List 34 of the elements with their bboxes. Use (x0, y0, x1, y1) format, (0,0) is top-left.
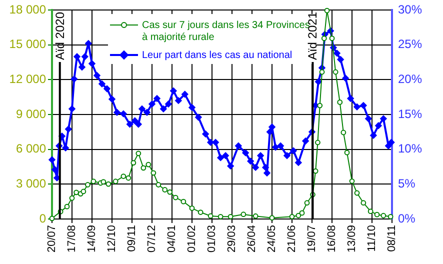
y2-tick-label: 15% (398, 106, 422, 121)
y-tick-label: 15 000 (9, 37, 46, 52)
x-tick-label: 07/12 (146, 225, 158, 253)
x-tick-label: 24/05 (266, 225, 278, 253)
y2-tick-label: 30% (398, 2, 422, 16)
y-tick-label: 18 000 (9, 2, 46, 16)
x-tick-label: 12/10 (106, 225, 118, 253)
y-tick-label: 9 000 (16, 106, 46, 121)
legend-label: Leur part dans les cas au national (142, 50, 292, 61)
y2-tick-label: 20% (398, 72, 422, 86)
y2-tick-label: 5% (398, 176, 416, 190)
x-tick-label: 08/11 (386, 225, 398, 252)
x-tick-label: 16/08 (326, 225, 338, 253)
ref-line-label: Aïd 2020 (52, 12, 67, 60)
x-tick-label: 01/02 (186, 225, 198, 253)
x-tick-label: 01/03 (206, 225, 218, 253)
x-tick-label: 29/03 (226, 225, 238, 253)
y2-tick-label: 10% (398, 142, 422, 156)
y2-tick-label: 0% (398, 211, 416, 226)
x-tick-label: 11/10 (366, 225, 378, 252)
x-tick-label: 20/07 (46, 225, 58, 253)
x-tick-label: 14/09 (86, 225, 98, 253)
y-tick-label: 3 000 (16, 176, 46, 190)
x-tick-label: 21/06 (286, 225, 298, 253)
x-tick-label: 19/07 (306, 225, 318, 253)
y-tick-label: 6 000 (16, 142, 46, 156)
x-tick-label: 26/04 (246, 225, 258, 253)
y2-tick-label: 25% (398, 37, 422, 52)
x-tick-label: 04/01 (166, 225, 178, 253)
y-tick-label: 12 000 (9, 72, 46, 86)
x-tick-label: 13/09 (346, 225, 358, 253)
x-tick-label: 09/11 (126, 225, 138, 252)
x-tick-label: 17/08 (66, 225, 78, 253)
y-tick-label: 0 (39, 211, 46, 226)
